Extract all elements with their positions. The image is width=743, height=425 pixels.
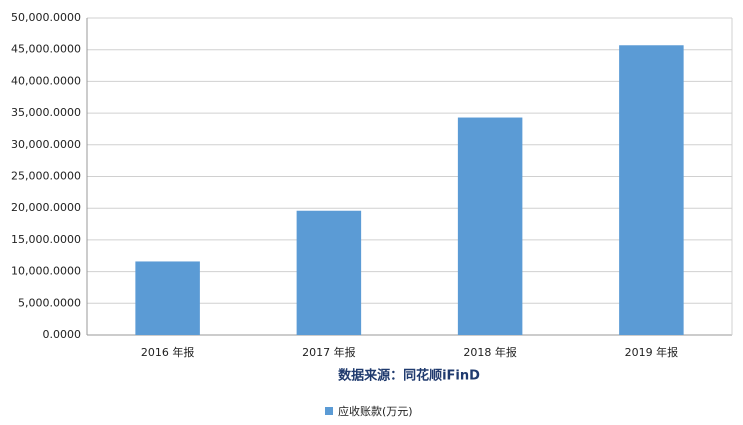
bar [619, 45, 684, 336]
y-tick-label: 40,000.0000 [11, 74, 81, 87]
x-tick-label: 2016 年报 [141, 345, 195, 359]
y-tick-label: 20,000.0000 [11, 201, 81, 214]
y-tick-label: 10,000.0000 [11, 265, 81, 278]
y-tick-label: 45,000.0000 [11, 43, 81, 56]
bar [457, 117, 523, 336]
y-tick-label: 50,000.0000 [11, 11, 81, 24]
x-axis-label: 数据来源：同花顺iFinD [338, 368, 480, 384]
legend-label: 应收账款(万元) [338, 404, 413, 418]
bar [135, 261, 200, 335]
x-tick-label: 2018 年报 [463, 345, 517, 359]
y-tick-label: 30,000.0000 [11, 138, 81, 151]
legend-swatch [325, 407, 333, 415]
bar [296, 210, 362, 335]
y-tick-label: 15,000.0000 [11, 233, 81, 246]
y-tick-label: 35,000.0000 [11, 106, 81, 119]
x-tick-label: 2017 年报 [302, 345, 356, 359]
y-tick-label: 5,000.0000 [18, 296, 81, 309]
y-tick-label: 0.0000 [43, 328, 82, 341]
y-tick-label: 25,000.0000 [11, 170, 81, 183]
x-tick-label: 2019 年报 [625, 345, 679, 359]
